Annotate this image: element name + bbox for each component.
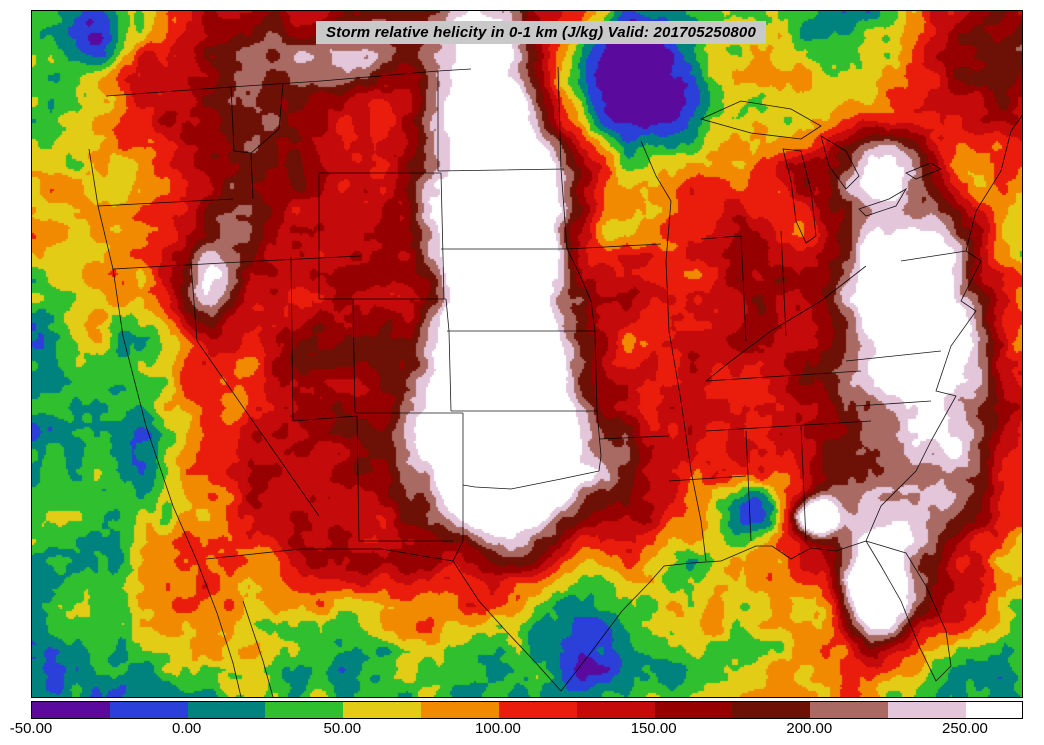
plot-title: Storm relative helicity in 0-1 km (J/kg)… [316,21,766,44]
colorbar-tick-label: 250.00 [942,720,988,737]
colorbar-segment [32,702,110,718]
colorbar-segment [965,702,1022,718]
colorbar-segment [810,702,889,718]
state-boundaries-overlay [88,66,1022,697]
plains-state-boundaries [437,66,602,490]
colorbar-ticks: -50.00 0.00 50.00 100.00 150.00 200.00 250.00 [0,720,1044,742]
colorbar-segment [576,702,655,718]
colorbar-segment [888,702,966,718]
helicity-map [31,10,1023,698]
colorbar-tick-label: 0.00 [172,720,202,737]
colorbar-segment [498,702,577,718]
colorbar-segment [187,702,266,718]
colorbar-tick-label: 50.00 [323,720,362,737]
colorbar-segment [732,702,811,718]
helicity-field-canvas [32,11,1022,697]
colorbar-segment [109,702,188,718]
colorbar-segment [421,702,499,718]
colorbar-segment [654,702,733,718]
colorbar-tick-label: 100.00 [475,720,521,737]
eastern-state-boundaries [566,140,967,562]
colorbar-tick-label: 200.00 [786,720,833,737]
colorbar-tick-label: -50.00 [9,720,53,737]
great-lakes-outlines [699,100,942,244]
western-state-boundaries [97,83,464,562]
national-borders-and-coastlines [88,68,1022,697]
colorbar-segment [343,702,422,718]
colorbar-tick-label: 150.00 [630,720,677,737]
colorbar-segment [265,702,344,718]
colorbar [31,701,1023,719]
